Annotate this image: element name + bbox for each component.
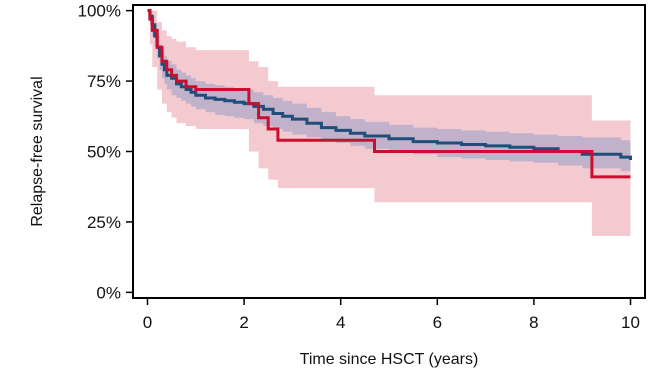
y-tick-label: 0% xyxy=(96,283,121,302)
x-tick-label: 10 xyxy=(621,313,640,332)
y-axis-title: Relapse-free survival xyxy=(29,76,46,226)
x-tick-label: 6 xyxy=(433,313,442,332)
y-tick-label: 100% xyxy=(78,2,121,21)
y-tick-label: 25% xyxy=(87,213,121,232)
y-tick-label: 50% xyxy=(87,143,121,162)
y-axis: 0% 25% 50% 75% 100% xyxy=(78,2,133,302)
y-tick-label: 75% xyxy=(87,72,121,91)
survival-line-2 xyxy=(147,9,631,179)
survival-curves xyxy=(147,9,632,179)
x-axis: 0 2 4 6 8 10 xyxy=(143,298,640,332)
x-axis-title: Time since HSCT (years) xyxy=(300,351,479,368)
confidence-bands xyxy=(147,10,631,236)
x-tick-label: 4 xyxy=(336,313,345,332)
x-tick-label: 0 xyxy=(143,313,152,332)
x-tick-label: 2 xyxy=(239,313,248,332)
x-tick-label: 8 xyxy=(529,313,538,332)
